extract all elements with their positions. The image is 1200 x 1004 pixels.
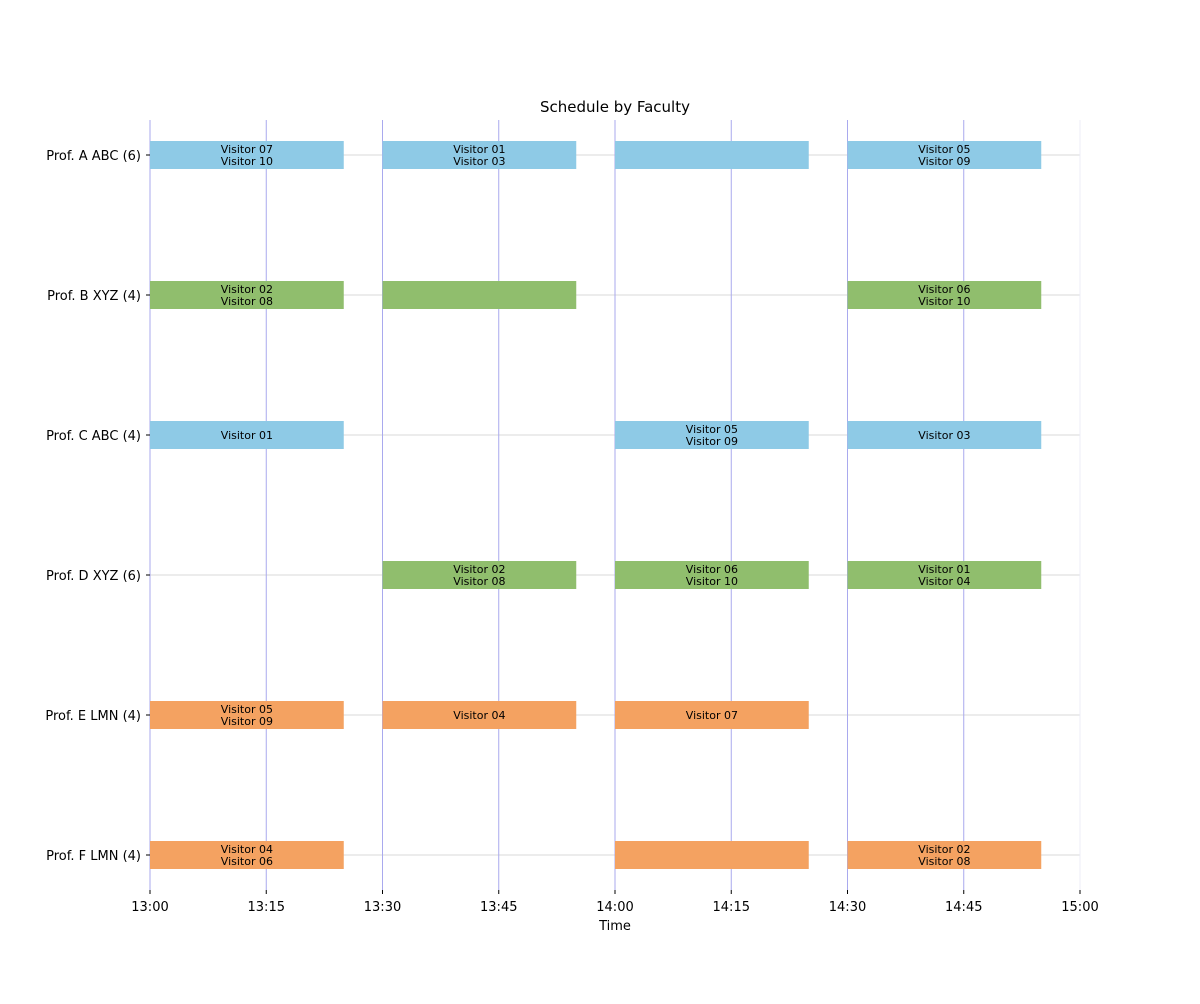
axes-layer: Prof. A ABC (6) Prof. B XYZ (4) Prof. C AB… bbox=[45, 149, 1098, 915]
x-tick-label: 13:00 bbox=[131, 900, 168, 915]
y-tick-label: Prof. F LMN (4) bbox=[46, 849, 141, 864]
visitor-label: Visitor 09 bbox=[918, 155, 970, 168]
booking-bar bbox=[615, 561, 809, 589]
visitor-label: Visitor 03 bbox=[453, 155, 505, 168]
booking-bar bbox=[847, 841, 1042, 869]
y-tick-label: Prof. B XYZ (4) bbox=[47, 289, 141, 304]
visitor-label: Visitor 08 bbox=[453, 575, 505, 588]
visitor-label: Visitor 01 bbox=[918, 563, 970, 576]
booking-bar bbox=[150, 841, 344, 869]
visitor-label: Visitor 05 bbox=[221, 703, 273, 716]
visitor-label: Visitor 07 bbox=[686, 709, 738, 722]
visitor-label: Visitor 04 bbox=[453, 709, 505, 722]
x-tick-label: 14:45 bbox=[945, 900, 982, 915]
visitor-label: Visitor 05 bbox=[918, 143, 970, 156]
booking-bar bbox=[847, 141, 1042, 169]
visitor-label: Visitor 06 bbox=[686, 563, 738, 576]
visitor-label: Visitor 09 bbox=[686, 435, 738, 448]
visitor-label: Visitor 08 bbox=[221, 295, 273, 308]
booking-bar bbox=[615, 421, 809, 449]
booking-bar bbox=[615, 141, 809, 169]
visitor-label: Visitor 10 bbox=[686, 575, 738, 588]
visitor-label: Visitor 04 bbox=[918, 575, 970, 588]
booking-bar bbox=[615, 701, 809, 729]
visitor-label: Visitor 10 bbox=[918, 295, 970, 308]
x-tick-label: 13:45 bbox=[480, 900, 517, 915]
booking-bar bbox=[150, 141, 344, 169]
visitor-label: Visitor 06 bbox=[221, 855, 273, 868]
booking-bar bbox=[615, 841, 809, 869]
booking-bar bbox=[382, 701, 577, 729]
visitor-label: Visitor 02 bbox=[221, 283, 273, 296]
visitor-label: Visitor 10 bbox=[221, 155, 273, 168]
y-tick-label: Prof. C ABC (4) bbox=[46, 429, 141, 444]
x-tick-label: 13:30 bbox=[364, 900, 401, 915]
booking-bar bbox=[382, 281, 577, 309]
y-tick-label: Prof. D XYZ (6) bbox=[46, 569, 141, 584]
visitor-label: Visitor 07 bbox=[221, 143, 273, 156]
visitor-label: Visitor 02 bbox=[453, 563, 505, 576]
y-tick-label: Prof. A ABC (6) bbox=[46, 149, 141, 164]
booking-bar bbox=[847, 561, 1042, 589]
visitor-label: Visitor 05 bbox=[686, 423, 738, 436]
visitor-label: Visitor 01 bbox=[453, 143, 505, 156]
booking-bar bbox=[847, 281, 1042, 309]
booking-bar bbox=[382, 141, 577, 169]
x-tick-label: 15:00 bbox=[1061, 900, 1098, 915]
visitor-label: Visitor 06 bbox=[918, 283, 970, 296]
visitor-label: Visitor 04 bbox=[221, 843, 273, 856]
visitor-label: Visitor 03 bbox=[918, 429, 970, 442]
x-tick-label: 14:00 bbox=[596, 900, 633, 915]
x-tick-label: 14:30 bbox=[829, 900, 866, 915]
visitor-label: Visitor 09 bbox=[221, 715, 273, 728]
booking-bar bbox=[150, 701, 344, 729]
booking-bar bbox=[847, 421, 1042, 449]
visitor-label: Visitor 02 bbox=[918, 843, 970, 856]
visitor-label: Visitor 01 bbox=[221, 429, 273, 442]
x-tick-label: 13:15 bbox=[248, 900, 285, 915]
y-tick-label: Prof. E LMN (4) bbox=[45, 709, 141, 724]
grid-layer bbox=[149, 120, 1081, 890]
x-tick-label: 14:15 bbox=[713, 900, 750, 915]
x-axis-label: Time bbox=[598, 919, 631, 934]
booking-bar bbox=[150, 281, 344, 309]
booking-bar bbox=[382, 561, 577, 589]
visitor-label: Visitor 08 bbox=[918, 855, 970, 868]
booking-bar bbox=[150, 421, 344, 449]
chart-title: Schedule by Faculty bbox=[540, 98, 690, 116]
